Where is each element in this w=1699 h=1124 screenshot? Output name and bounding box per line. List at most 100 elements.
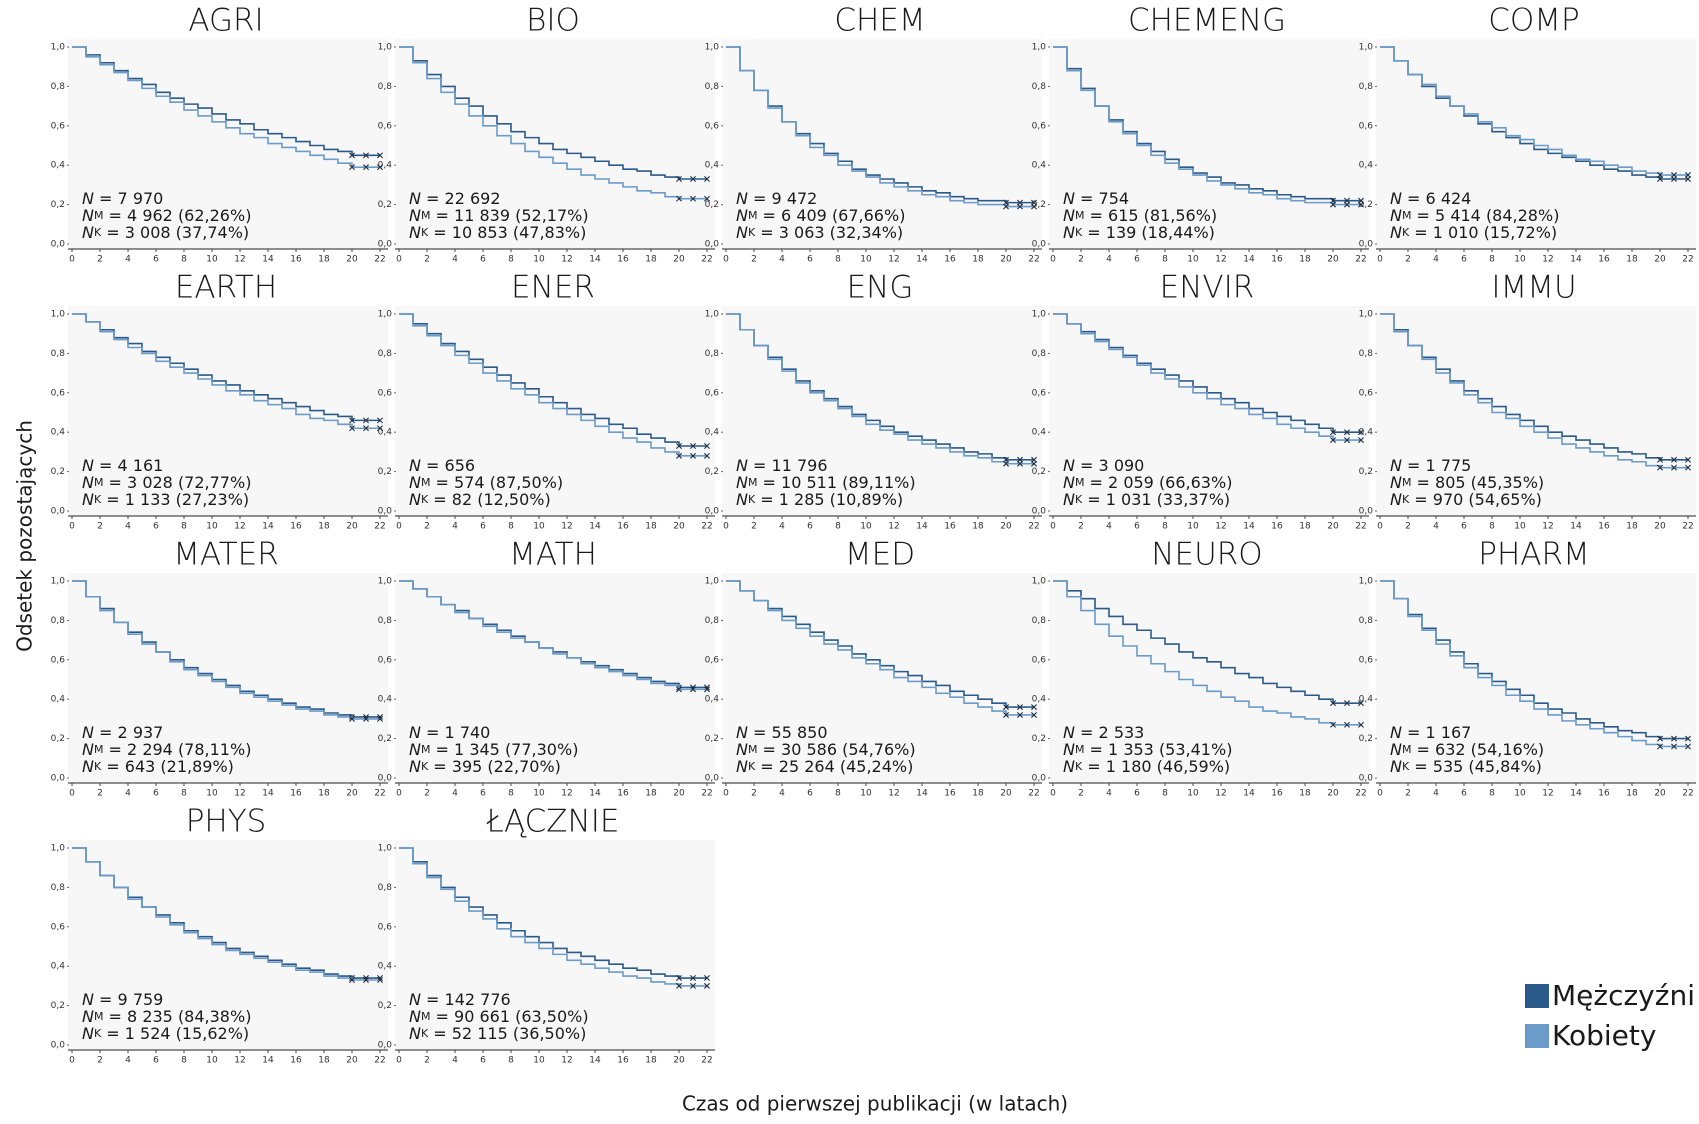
survival-line (399, 847, 707, 987)
panel: BIO 0,0 0,2 0,4 0,6 0,8 1,0 0 2 4 6 8 10 12 14 16 18 20 22… (378, 3, 715, 265)
x-tick-label: 4 (125, 789, 131, 799)
x-tick-label: 8 (1489, 255, 1495, 265)
x-tick-label: 20 (1000, 789, 1012, 799)
y-tick-label: 0,2 (378, 200, 392, 210)
panel-background (68, 306, 388, 516)
x-tick-label: 8 (1489, 789, 1495, 799)
x-tick-label: 16 (617, 522, 629, 532)
censor-mark (1685, 464, 1691, 471)
censor-mark (704, 195, 710, 202)
x-tick-label: 12 (561, 255, 572, 265)
x-tick-label: 8 (181, 255, 187, 265)
annotation: NK = 3 063 (32,34%) (736, 223, 903, 242)
x-tick-label: 22 (701, 522, 712, 532)
y-tick-label: 0,6 (378, 922, 393, 932)
survival-line (399, 46, 707, 200)
x-tick-label: 6 (807, 255, 813, 265)
censor-mark (704, 176, 710, 182)
survival-line (399, 313, 707, 457)
x-tick-label: 0 (723, 255, 729, 265)
censor-mark (676, 686, 682, 693)
y-tick-label: 1,0 (1359, 577, 1374, 587)
censor-mark (1671, 172, 1677, 179)
y-tick-label: 0,6 (1032, 121, 1047, 131)
y-tick-label: 0,0 (51, 774, 66, 784)
x-tick-label: 0 (396, 522, 402, 532)
x-tick-label: 8 (1162, 522, 1168, 532)
panel-background (395, 306, 715, 516)
censor-mark (377, 164, 383, 171)
y-tick-label: 0,8 (51, 883, 66, 893)
censor-mark (1657, 456, 1663, 463)
panel-background (395, 39, 715, 249)
annotation: NK = 535 (45,84%) (1390, 757, 1542, 776)
censor-mark (690, 686, 696, 693)
censor-mark (1358, 700, 1364, 707)
x-tick-label: 18 (972, 789, 984, 799)
y-tick-label: 0,6 (705, 655, 720, 665)
x-tick-label: 2 (1405, 522, 1411, 532)
y-tick-label: 1,0 (705, 310, 720, 320)
x-tick-label: 10 (1187, 522, 1199, 532)
x-tick-label: 16 (617, 255, 629, 265)
y-tick-label: 0,4 (1032, 695, 1047, 705)
panel-title: ENG (847, 270, 914, 306)
x-tick-label: 18 (1626, 522, 1638, 532)
y-tick-label: 0,2 (378, 1001, 392, 1011)
y-tick-label: 0,0 (705, 240, 720, 250)
y-tick-label: 0,4 (1359, 695, 1374, 705)
panel-title: MATER (173, 537, 279, 573)
x-tick-label: 8 (181, 522, 187, 532)
x-tick-label: 0 (1050, 522, 1056, 532)
censor-mark (690, 195, 696, 202)
x-tick-label: 14 (589, 255, 601, 265)
x-tick-label: 10 (206, 522, 218, 532)
censor-mark (676, 452, 682, 459)
panel-title: COMP (1488, 3, 1580, 39)
censor-mark (349, 715, 355, 722)
annotation: N = 2 937 (82, 723, 163, 742)
y-tick-label: 0,0 (705, 774, 720, 784)
legend-label: Mężczyźni (1552, 979, 1695, 1012)
y-tick-label: 0,4 (1359, 428, 1374, 438)
x-tick-label: 14 (1570, 255, 1582, 265)
censor-mark (1358, 721, 1364, 728)
x-tick-label: 20 (1654, 789, 1666, 799)
x-tick-label: 14 (262, 789, 274, 799)
x-tick-label: 16 (944, 789, 956, 799)
annotation: NK = 643 (21,89%) (82, 757, 234, 776)
censor-mark (349, 425, 355, 432)
annotation: NM = 90 661 (63,50%) (409, 1007, 589, 1026)
panel: ENG 0,0 0,2 0,4 0,6 0,8 1,0 0 2 4 6 8 10 12 14 16 18 20 22… (705, 270, 1042, 532)
x-tick-label: 22 (374, 1056, 385, 1066)
y-tick-label: 0,6 (51, 388, 66, 398)
panel-title: PHARM (1478, 537, 1590, 573)
x-tick-label: 22 (374, 789, 385, 799)
censor-mark (676, 982, 682, 989)
censor-mark (1657, 464, 1663, 471)
survival-line (72, 313, 380, 422)
censor-mark (349, 152, 355, 159)
y-tick-label: 0,0 (1359, 240, 1374, 250)
censor-mark (1358, 429, 1364, 436)
x-tick-label: 22 (701, 1056, 712, 1066)
x-tick-label: 18 (645, 789, 657, 799)
annotation: N = 1 167 (1390, 723, 1471, 742)
x-tick-label: 2 (1078, 522, 1084, 532)
survival-line (726, 46, 1034, 204)
censor-mark (1358, 201, 1364, 208)
x-tick-label: 2 (97, 789, 103, 799)
annotation: NM = 2 294 (78,11%) (82, 740, 251, 759)
annotation: N = 7 970 (82, 189, 163, 208)
panel: MED 0,0 0,2 0,4 0,6 0,8 1,0 0 2 4 6 8 10 12 14 16 18 20 22… (705, 537, 1042, 799)
x-tick-label: 0 (396, 789, 402, 799)
x-tick-label: 10 (1187, 255, 1199, 265)
x-tick-label: 12 (1542, 789, 1553, 799)
y-tick-label: 0,6 (1359, 121, 1374, 131)
censor-mark (1330, 437, 1336, 444)
x-tick-label: 12 (561, 789, 572, 799)
x-tick-label: 0 (1050, 255, 1056, 265)
survival-line (1380, 313, 1688, 469)
x-tick-label: 4 (779, 789, 785, 799)
